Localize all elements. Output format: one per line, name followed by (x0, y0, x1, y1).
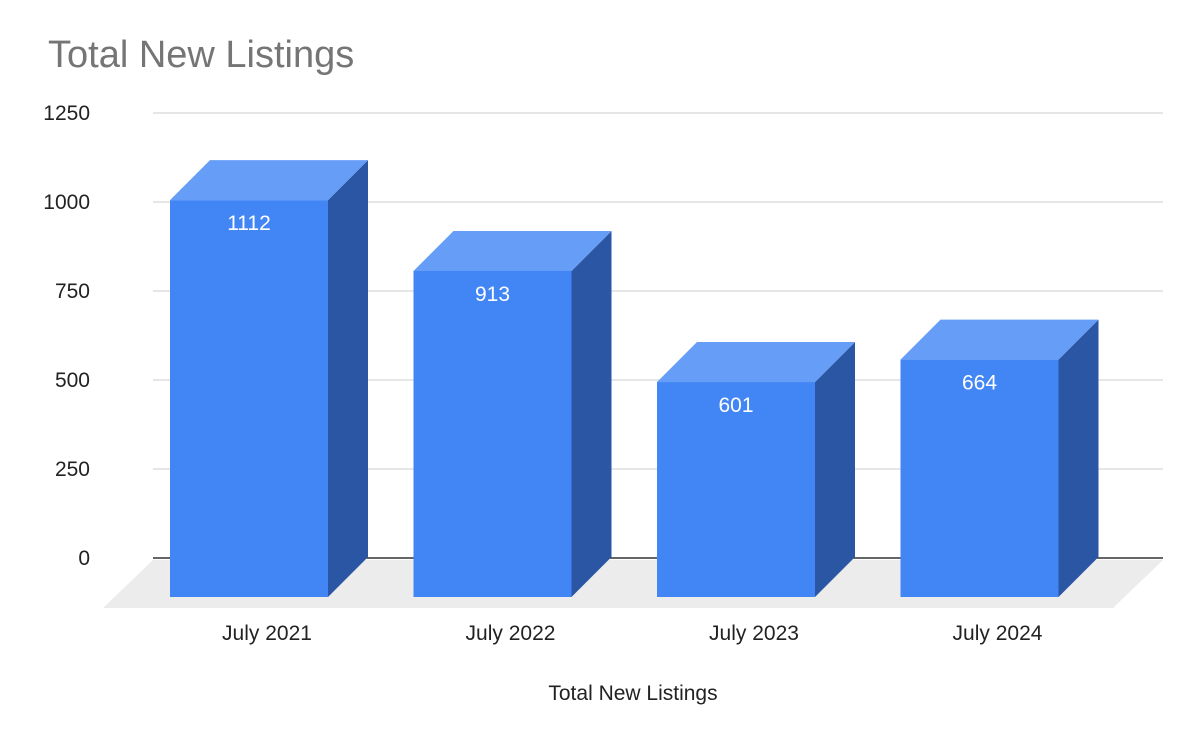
bar-front (413, 270, 572, 597)
bar-top (900, 319, 1099, 360)
bar (413, 230, 612, 598)
bar-front (657, 382, 815, 597)
data-label: 601 (718, 394, 753, 417)
x-tick-label: July 2021 (222, 622, 312, 645)
x-axis-ticks: July 2021 July 2022 July 2023 July 2024 (222, 622, 1043, 645)
bar-side (1058, 319, 1099, 597)
bar (657, 342, 855, 597)
y-tick-label: 750 (55, 280, 90, 303)
x-axis-title: Total New Listings (548, 682, 717, 705)
bar-front (170, 200, 328, 598)
chart-floor (103, 560, 1163, 608)
bars (170, 160, 1099, 598)
y-tick-label: 1000 (43, 191, 90, 214)
bar-front (900, 359, 1059, 597)
chart-title: Total New Listings (48, 34, 355, 76)
data-label: 913 (475, 283, 510, 306)
y-tick-label: 250 (55, 458, 90, 481)
y-tick-label: 1250 (43, 102, 90, 125)
x-tick-label: July 2022 (466, 622, 556, 645)
x-tick-label: July 2023 (709, 622, 799, 645)
bar-side (571, 230, 612, 598)
data-labels: 1112 913 601 664 (227, 212, 997, 417)
y-tick-label: 500 (55, 369, 90, 392)
data-label: 664 (962, 372, 997, 395)
chart-floor-layer (103, 560, 1163, 608)
bar-side (815, 342, 855, 597)
bar (170, 160, 368, 598)
bar-top (170, 160, 368, 201)
y-tick-label: 0 (78, 547, 90, 570)
y-axis-ticks: 0 250 500 750 1000 1250 (43, 102, 90, 570)
bar-top (657, 342, 855, 383)
bar-side (328, 160, 368, 598)
bar-top (413, 230, 612, 271)
data-label: 1112 (227, 212, 271, 235)
x-tick-label: July 2024 (953, 622, 1043, 645)
bar (900, 319, 1099, 597)
